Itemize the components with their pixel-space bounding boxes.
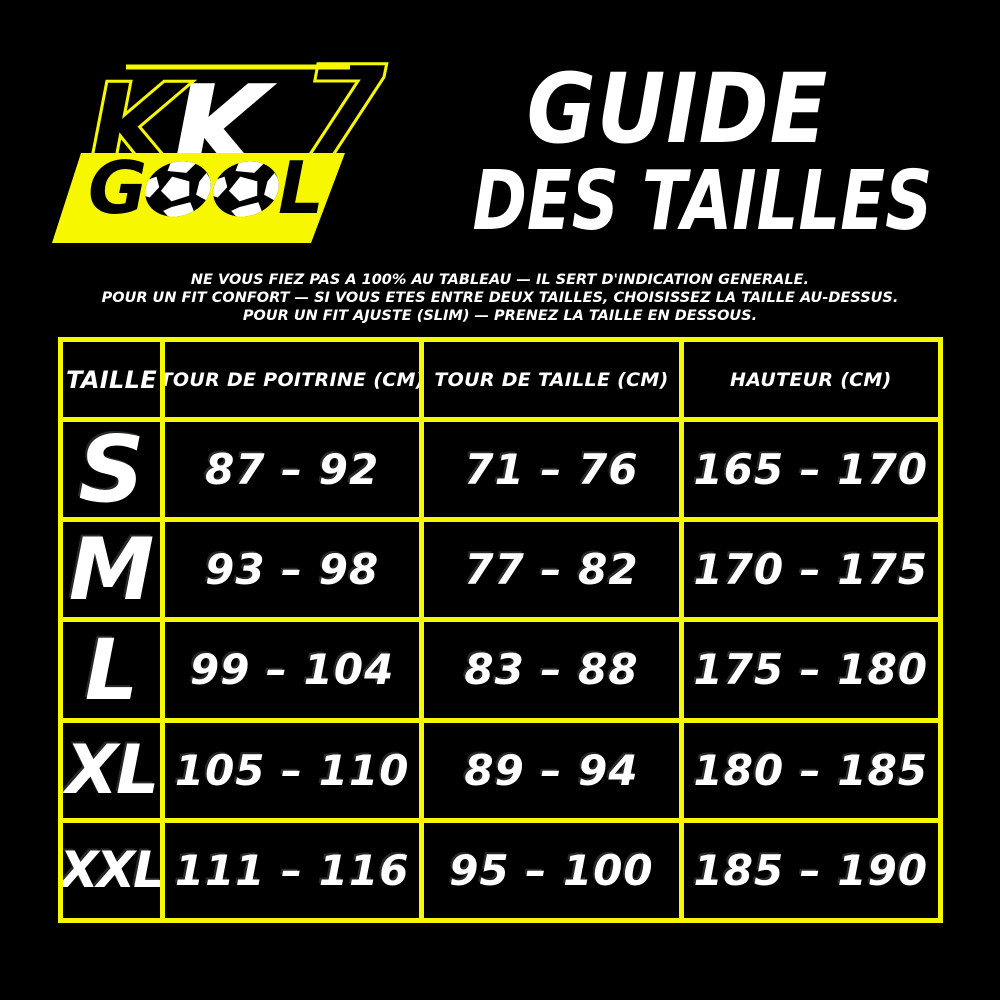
waist-range-m: 77 – 82	[424, 522, 679, 618]
height-range-s: 165 – 170	[683, 422, 938, 518]
header-tour-de-poitrine: TOUR DE POITRINE (CM)	[165, 342, 420, 417]
disclaimer-line: NE VOUS FIEZ PAS A 100% AU TABLEAU — IL …	[190, 272, 810, 288]
waist-range-s: 71 – 76	[424, 422, 679, 518]
brand-logo: 7 K K G L	[52, 55, 389, 243]
size-table: TAILLE TOUR DE POITRINE (CM) TOUR DE TAI…	[58, 337, 943, 923]
disclaimer-line: POUR UN FIT AJUSTE (SLIM) — PRENEZ LA TA…	[242, 308, 758, 324]
size-label-l: L	[63, 622, 160, 718]
height-range-xxl: 185 – 190	[683, 822, 938, 918]
height-range-m: 170 – 175	[683, 522, 938, 618]
size-label-xxl: XXL	[63, 822, 160, 918]
header-taille: TAILLE	[63, 342, 160, 417]
header-tour-de-taille: TOUR DE TAILLE (CM)	[424, 342, 679, 417]
chest-range-l: 99 – 104	[165, 622, 420, 718]
size-label-xl: XL	[63, 722, 160, 818]
chest-range-xxl: 111 – 116	[165, 822, 420, 918]
header-hauteur: HAUTEUR (CM)	[683, 342, 938, 417]
size-label-s: S	[63, 422, 160, 518]
height-range-l: 175 – 180	[683, 622, 938, 718]
page-title: GUIDE DES TAILLES	[415, 53, 940, 250]
page-title-line2: DES TAILLES	[472, 154, 933, 250]
chest-range-xl: 105 – 110	[165, 722, 420, 818]
disclaimer: NE VOUS FIEZ PAS A 100% AU TABLEAU — IL …	[0, 271, 1000, 325]
waist-range-xl: 89 – 94	[424, 722, 679, 818]
size-label-m: M	[63, 522, 160, 618]
chest-range-s: 87 – 92	[165, 422, 420, 518]
chest-range-m: 93 – 98	[165, 522, 420, 618]
disclaimer-line: POUR UN FIT CONFORT — SI VOUS ETES ENTRE…	[101, 290, 899, 306]
waist-range-xxl: 95 – 100	[424, 822, 679, 918]
waist-range-l: 83 – 88	[424, 622, 679, 718]
page-title-line1: GUIDE	[526, 53, 829, 165]
logo-letter-l: L	[278, 146, 324, 230]
logo-letter-g: G	[88, 146, 147, 230]
height-range-xl: 180 – 185	[683, 722, 938, 818]
